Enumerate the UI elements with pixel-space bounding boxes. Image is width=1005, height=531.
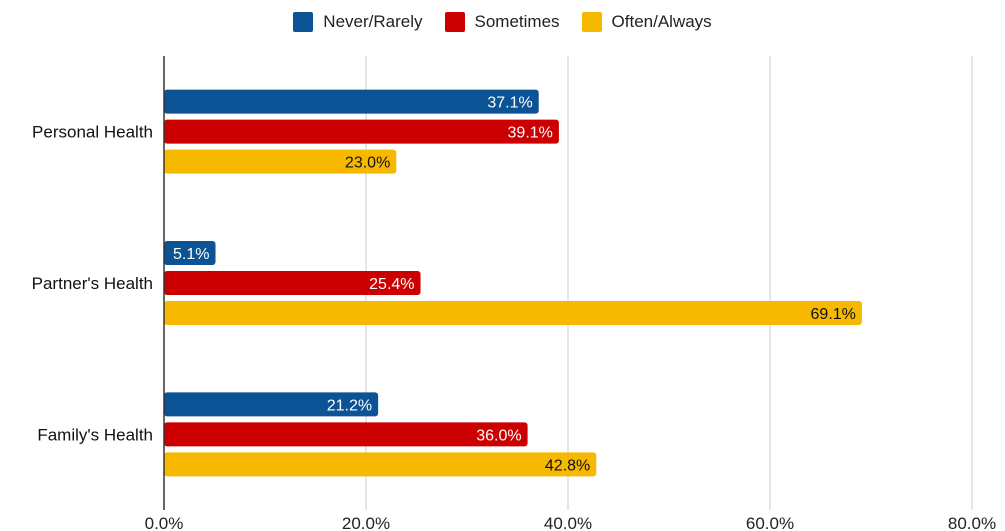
x-tick-label-4: 80.0% [948, 514, 996, 531]
data-label-sometimes-family-s-health: 36.0% [476, 427, 521, 444]
bar-sometimes-family-s-health [164, 422, 528, 447]
x-tick-label-3: 60.0% [746, 514, 794, 531]
data-label-sometimes-personal-health: 39.1% [508, 125, 553, 142]
legend-swatch-often-always [581, 12, 602, 32]
legend-label-often-always: Often/Always [611, 12, 712, 31]
category-label-personal-health: Personal Health [32, 123, 153, 142]
data-label-often-always-personal-health: 23.0% [345, 155, 390, 172]
data-label-never-rarely-family-s-health: 21.2% [327, 397, 372, 414]
bar-often-always-family-s-health [164, 452, 597, 477]
legend-item-often-always: Often/Always [581, 12, 712, 32]
category-label-family-s-health: Family's Health [37, 425, 153, 444]
bar-never-rarely-family-s-health [164, 392, 379, 417]
legend-item-never-rarely: Never/Rarely [293, 12, 423, 32]
data-label-never-rarely-partner-s-health: 5.1% [173, 246, 209, 263]
x-tick-label-0: 0.0% [145, 514, 184, 531]
bar-often-always-partner-s-health [164, 301, 862, 325]
bar-sometimes-partner-s-health [164, 271, 421, 295]
bar-never-rarely-personal-health [164, 89, 539, 114]
bar-never-rarely-partner-s-health [164, 241, 216, 265]
bar-sometimes-personal-health [164, 119, 559, 144]
legend-swatch-sometimes [444, 12, 465, 32]
data-label-often-always-partner-s-health: 69.1% [811, 306, 856, 323]
legend-label-never-rarely: Never/Rarely [323, 12, 423, 31]
bar-often-always-personal-health [164, 149, 397, 174]
data-label-often-always-family-s-health: 42.8% [545, 457, 590, 474]
data-label-sometimes-partner-s-health: 25.4% [369, 276, 414, 293]
category-label-partner-s-health: Partner's Health [32, 274, 153, 293]
legend-item-sometimes: Sometimes [444, 12, 560, 32]
legend-swatch-never-rarely [293, 12, 314, 32]
x-tick-label-2: 40.0% [544, 514, 592, 531]
legend-label-sometimes: Sometimes [474, 12, 560, 31]
x-tick-label-1: 20.0% [342, 514, 390, 531]
data-label-never-rarely-personal-health: 37.1% [487, 95, 532, 112]
legend: Never/Rarely Sometimes Often/Always [0, 12, 1005, 32]
